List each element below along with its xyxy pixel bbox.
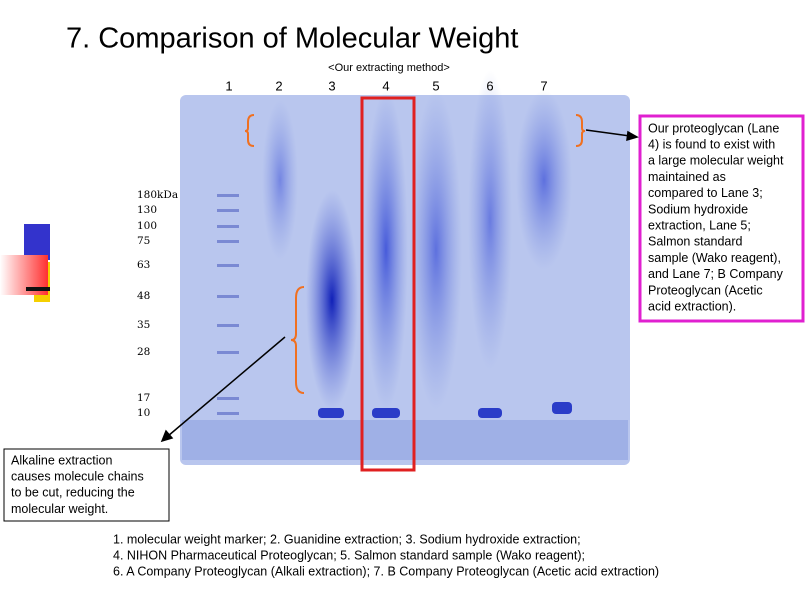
marker-label: 100 [137,220,157,232]
callout-text: a large molecular weight [648,154,784,168]
callout-text: Sodium hydroxide [648,202,748,216]
lane-label: 6 [486,78,493,93]
callout-text: molecular weight. [11,502,108,516]
subtitle: <Our extracting method> [328,62,450,74]
lane-label: 1 [225,78,232,93]
marker-label: 48 [137,290,150,302]
callout-text: sample (Wako reagent), [648,251,781,265]
callout-text: causes molecule chains [11,469,144,483]
callout-text: acid extraction). [648,299,736,313]
callout-text: Alkaline extraction [11,453,112,467]
callout-text: Salmon standard [648,235,743,249]
title: 7. Comparison of Molecular Weight [66,23,518,55]
marker-label: 75 [137,235,150,247]
decoration [0,224,50,302]
callout-box [3,448,170,522]
marker-label: 17 [137,392,150,404]
braces [244,114,586,394]
marker-label: 35 [137,319,150,331]
arrows [160,129,639,443]
marker-label: 130 [137,204,157,216]
caption-text: 6. A Company Proteoglycan (Alkali extrac… [113,564,659,578]
marker-label: 180kDa [137,189,178,201]
highlight-box [360,96,416,472]
callout-text: maintained as [648,170,726,184]
callout-text: and Lane 7; B Company [648,267,784,281]
callout-box [638,114,805,323]
lane-label: 3 [328,78,335,93]
lane-label: 7 [540,78,547,93]
callout-text: compared to Lane 3; [648,186,763,200]
callout-text: to be cut, reducing the [11,486,135,500]
caption-text: 1. molecular weight marker; 2. Guanidine… [113,532,581,546]
callout-text: Our proteoglycan (Lane [648,121,779,135]
lane-label: 5 [432,78,439,93]
callout-text: Proteoglycan (Acetic [648,283,763,297]
callout-text: 4) is found to exist with [648,137,775,151]
lane-label: 2 [275,78,282,93]
lane-label: 4 [382,78,389,93]
marker-label: 10 [137,407,150,419]
callout-text: extraction, Lane 5; [648,218,751,232]
marker-label: 28 [137,346,150,358]
gel-image [180,70,630,465]
marker-label: 63 [137,259,150,271]
caption-text: 4. NIHON Pharmaceutical Proteoglycan; 5.… [113,548,585,562]
